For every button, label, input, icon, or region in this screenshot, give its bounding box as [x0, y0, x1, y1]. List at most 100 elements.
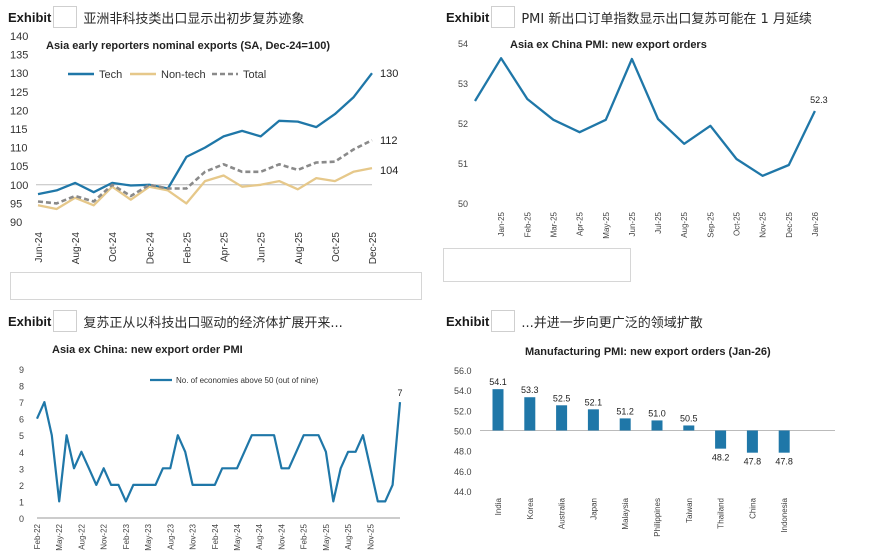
bar-value-label: 51.0	[648, 408, 666, 418]
x-tick-label: Nov-25	[759, 211, 768, 237]
x-tick-label: Nov-22	[100, 523, 109, 549]
y-tick-label: 44.0	[454, 487, 472, 497]
x-tick-label: Aug-22	[77, 523, 86, 549]
bar-korea	[524, 397, 536, 431]
x-tick-label: Aug-23	[166, 523, 175, 549]
bar-philippines	[651, 420, 663, 431]
x-tick-label: Sep-25	[706, 211, 715, 237]
x-tick-label: Jun-25	[257, 232, 268, 263]
y-tick-label: 1	[19, 497, 24, 507]
y-tick-label: 5	[19, 431, 24, 441]
y-tick-label: 135	[10, 50, 28, 62]
bar-australia	[556, 405, 568, 431]
y-tick-label: 115	[10, 124, 28, 136]
x-tick-label: Jan-26	[811, 211, 820, 236]
y-tick-label: 50	[458, 199, 468, 209]
y-tick-label: 7	[19, 398, 24, 408]
bar-malaysia	[619, 418, 631, 431]
bar-value-label: 53.3	[521, 385, 539, 395]
x-tick-label: Oct-25	[733, 211, 742, 236]
x-tick-label: China	[748, 497, 757, 518]
end-value-label: 52.3	[810, 95, 828, 105]
x-tick-label: Nov-24	[277, 523, 286, 549]
x-tick-label: Oct-24	[108, 232, 119, 262]
y-tick-label: 6	[19, 415, 24, 425]
bar-india	[492, 389, 504, 431]
y-tick-label: 52.0	[454, 406, 472, 416]
exhibit-header-1: Exhibit 亚洲非科技类出口显示出初步复苏迹象	[8, 6, 304, 28]
x-tick-label: Aug-25	[344, 523, 353, 549]
country-pmi-bar-chart: 44.0 46.0 48.0 50.0 52.0 54.0 56.0 54.1 India 53.…	[454, 366, 835, 537]
tech-nontech-exports-chart: 90 95 100 105 110 115 120 125 130 135 140 Jun-24 Aug…	[10, 31, 398, 265]
x-tick-label: Apr-25	[576, 211, 585, 236]
legend-label: Tech	[99, 69, 122, 81]
y-tick-label: 125	[10, 87, 28, 99]
x-tick-label: May-25	[322, 523, 331, 550]
bar-value-label: 54.1	[489, 377, 507, 387]
legend-label: Total	[243, 69, 266, 81]
x-tick-label: Philippines	[653, 498, 662, 537]
x-tick-label: Aug-25	[680, 211, 689, 237]
y-tick-label: 130	[10, 68, 28, 80]
end-value-label: 130	[380, 68, 398, 80]
x-tick-label: Feb-25	[523, 211, 532, 237]
x-tick-label: Korea	[526, 497, 535, 519]
y-tick-label: 46.0	[454, 467, 472, 477]
series-line-new-export-orders	[474, 57, 816, 177]
x-tick-label: Feb-22	[33, 523, 42, 549]
pmi-export-orders-chart: 50 51 52 53 54 Jan-25 Feb-25 Mar-25 Apr-25 May-25…	[458, 39, 828, 239]
bar-value-label: 47.8	[744, 457, 762, 467]
x-tick-label: Feb-23	[122, 523, 131, 549]
x-tick-label: Australia	[558, 497, 567, 529]
x-tick-label: May-25	[602, 211, 611, 238]
bar-value-label: 52.5	[553, 393, 571, 403]
x-tick-label: May-23	[144, 523, 153, 550]
x-tick-label: Taiwan	[685, 498, 694, 523]
bar-thailand	[715, 430, 727, 449]
x-tick-label: Aug-25	[294, 232, 305, 265]
chart-title: Asia ex China: new export order PMI	[52, 344, 243, 356]
series-line-tech	[37, 72, 373, 196]
end-value-label: 104	[380, 165, 398, 177]
y-tick-label: 2	[19, 481, 24, 491]
x-tick-label: Indonesia	[780, 497, 789, 532]
exhibit-caption: 复苏正从以科技出口驱动的经济体扩展开来...	[83, 315, 343, 331]
y-tick-label: 53	[458, 79, 468, 89]
x-tick-label: Dec-25	[785, 211, 794, 237]
x-tick-label: Jan-25	[497, 211, 506, 236]
y-tick-label: 95	[10, 198, 22, 210]
x-tick-label: Jun-25	[628, 211, 637, 236]
y-tick-label: 50.0	[454, 427, 472, 437]
x-tick-label: Nov-25	[366, 523, 375, 549]
exhibit-caption: ...并进一步向更广泛的领域扩散	[521, 315, 703, 331]
x-tick-label: Feb-24	[211, 523, 220, 549]
economies-above-50-chart: 0 1 2 3 4 5 6 7 8 9 Feb-22 May-22 Aug-22 Nov-22 Feb-23…	[19, 365, 403, 551]
series-line-economies-above-50	[35, 400, 402, 503]
chart-title: Asia ex China PMI: new export orders	[510, 39, 707, 51]
y-tick-label: 8	[19, 382, 24, 392]
series-line-total	[37, 139, 373, 205]
source-note-box	[443, 248, 631, 282]
y-tick-label: 48.0	[454, 447, 472, 457]
x-tick-label: Feb-25	[182, 232, 193, 264]
exhibit-number-box	[491, 310, 516, 332]
y-tick-label: 56.0	[454, 366, 472, 376]
x-tick-label: Aug-24	[71, 232, 82, 265]
bar-indonesia	[778, 430, 790, 453]
exhibit-header-4: Exhibit ...并进一步向更广泛的领域扩散	[446, 310, 703, 332]
bar-value-label: 50.5	[680, 413, 698, 423]
y-tick-label: 105	[10, 161, 28, 173]
end-value-label: 7	[397, 388, 402, 398]
exhibit-label: Exhibit	[446, 9, 490, 25]
legend-label: No. of economies above 50 (out of nine)	[176, 376, 319, 385]
bar-value-label: 52.1	[585, 397, 603, 407]
y-tick-label: 110	[10, 143, 28, 155]
bar-value-label: 48.2	[712, 453, 730, 463]
bar-china	[746, 430, 758, 453]
source-note-box	[10, 272, 422, 300]
y-tick-label: 0	[19, 514, 24, 524]
x-tick-label: Feb-25	[300, 523, 309, 549]
x-tick-label: May-24	[233, 523, 242, 550]
exhibit-label: Exhibit	[8, 9, 52, 25]
exhibit-label: Exhibit	[8, 313, 52, 329]
